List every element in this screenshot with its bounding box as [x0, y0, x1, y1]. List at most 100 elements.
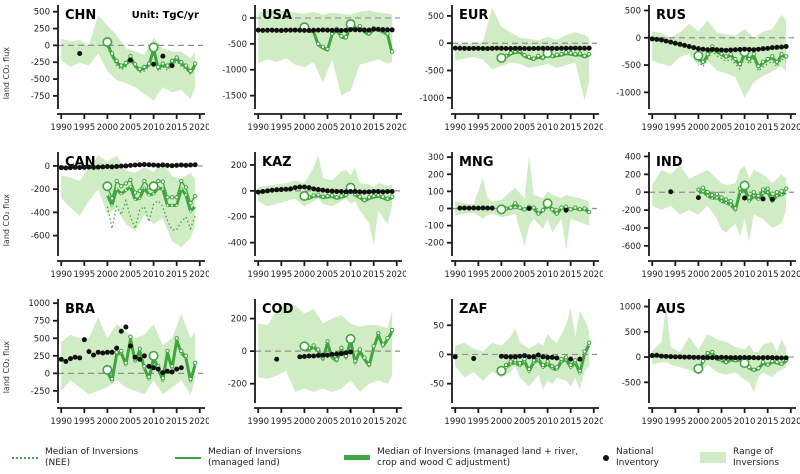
- svg-text:500: 500: [428, 12, 444, 22]
- thick-line-swatch-icon: [344, 455, 370, 460]
- svg-text:2020: 2020: [780, 270, 800, 280]
- svg-text:1995: 1995: [468, 123, 490, 133]
- svg-text:2010: 2010: [340, 123, 362, 133]
- svg-text:-500: -500: [228, 40, 247, 50]
- svg-text:2010: 2010: [734, 123, 756, 133]
- svg-text:0: 0: [45, 41, 50, 51]
- svg-text:750: 750: [34, 317, 50, 327]
- svg-text:1990: 1990: [247, 417, 269, 427]
- svg-text:2015: 2015: [363, 270, 385, 280]
- svg-text:2005: 2005: [711, 123, 733, 133]
- svg-text:2005: 2005: [514, 417, 536, 427]
- svg-text:1995: 1995: [74, 417, 96, 427]
- svg-text:-250: -250: [31, 387, 50, 397]
- svg-text:2005: 2005: [317, 270, 339, 280]
- svg-text:1990: 1990: [641, 417, 663, 427]
- svg-text:1995: 1995: [271, 123, 293, 133]
- svg-text:RUS: RUS: [656, 8, 686, 23]
- svg-text:200: 200: [428, 170, 444, 180]
- svg-text:1995: 1995: [468, 417, 490, 427]
- svg-text:2020: 2020: [386, 270, 406, 280]
- svg-text:-250: -250: [31, 58, 50, 68]
- svg-text:-500: -500: [425, 67, 444, 77]
- legend-label: Median of Inversions (managed land): [208, 447, 302, 468]
- svg-text:0: 0: [242, 187, 247, 197]
- svg-text:0: 0: [439, 204, 444, 214]
- svg-text:2005: 2005: [711, 417, 733, 427]
- svg-text:500: 500: [625, 6, 641, 16]
- svg-text:250: 250: [34, 352, 50, 362]
- svg-text:2020: 2020: [189, 123, 209, 133]
- chart-row-3: land CO₂ flux 1000 750 500 250 0 -250 1990 1995…: [0, 294, 800, 441]
- legend-item-range: Range of Inversions: [700, 447, 800, 468]
- svg-text:2020: 2020: [780, 417, 800, 427]
- legend-item-inventory: National Inventory: [603, 447, 682, 468]
- svg-text:-200: -200: [425, 239, 444, 249]
- svg-text:300: 300: [428, 153, 444, 163]
- dotted-line-swatch-icon: [12, 456, 38, 459]
- svg-text:2000: 2000: [491, 123, 513, 133]
- svg-text:500: 500: [625, 328, 641, 338]
- svg-text:0: 0: [45, 162, 50, 172]
- svg-text:1000: 1000: [619, 303, 641, 313]
- svg-text:2015: 2015: [560, 123, 582, 133]
- svg-text:2020: 2020: [189, 270, 209, 280]
- svg-text:1990: 1990: [50, 417, 72, 427]
- svg-text:2010: 2010: [143, 417, 165, 427]
- svg-text:-100: -100: [425, 222, 444, 232]
- svg-text:-400: -400: [622, 224, 641, 234]
- svg-text:2015: 2015: [757, 123, 779, 133]
- y-axis-label: land CO₂ flux: [1, 341, 11, 394]
- svg-text:-600: -600: [622, 242, 641, 252]
- svg-text:MNG: MNG: [459, 155, 494, 170]
- svg-text:250: 250: [34, 25, 50, 35]
- svg-text:-200: -200: [228, 380, 247, 390]
- chart-row-1: land CO₂ flux 500 250 0 -250 -500 -750 1990 199…: [0, 0, 800, 147]
- svg-text:1995: 1995: [74, 123, 96, 133]
- svg-text:2005: 2005: [120, 417, 142, 427]
- svg-text:1995: 1995: [665, 270, 687, 280]
- svg-text:2015: 2015: [166, 123, 188, 133]
- svg-text:2020: 2020: [189, 417, 209, 427]
- svg-text:2015: 2015: [166, 270, 188, 280]
- svg-text:1995: 1995: [271, 417, 293, 427]
- svg-text:0: 0: [242, 14, 247, 24]
- svg-text:200: 200: [231, 161, 247, 171]
- svg-text:1995: 1995: [271, 270, 293, 280]
- svg-text:BRA: BRA: [65, 302, 95, 317]
- legend-item-adjusted: Median of Inversions (managed land + riv…: [344, 447, 585, 468]
- svg-text:-500: -500: [31, 75, 50, 85]
- svg-text:2005: 2005: [514, 123, 536, 133]
- svg-text:2005: 2005: [514, 270, 536, 280]
- svg-text:-1000: -1000: [222, 66, 247, 76]
- chart-panel-zaf: 50 0 -50 1990 1995 2000 2005 2010 2015 2020 ZAF: [430, 299, 603, 427]
- svg-text:2015: 2015: [560, 270, 582, 280]
- svg-text:1990: 1990: [444, 417, 466, 427]
- svg-text:EUR: EUR: [459, 8, 488, 23]
- legend-label: Median of Inversions (managed land + riv…: [377, 447, 579, 468]
- y-axis-label: land CO₂ flux: [1, 47, 11, 100]
- svg-text:2010: 2010: [340, 270, 362, 280]
- svg-text:200: 200: [231, 315, 247, 325]
- svg-text:AUS: AUS: [656, 302, 686, 317]
- svg-text:-200: -200: [622, 206, 641, 216]
- svg-text:2010: 2010: [537, 417, 559, 427]
- chart-row-2: land CO₂ flux 0 -200 -400 -600 1990 1995 2000 2…: [0, 147, 800, 294]
- svg-text:2015: 2015: [166, 417, 188, 427]
- svg-text:2020: 2020: [583, 417, 603, 427]
- svg-text:-1000: -1000: [419, 94, 444, 104]
- svg-text:2020: 2020: [386, 417, 406, 427]
- y-axis-label: land CO₂ flux: [1, 194, 11, 247]
- svg-text:2010: 2010: [340, 417, 362, 427]
- svg-text:2000: 2000: [491, 417, 513, 427]
- svg-text:1990: 1990: [50, 270, 72, 280]
- svg-text:IND: IND: [656, 155, 683, 170]
- svg-text:500: 500: [34, 8, 50, 18]
- svg-text:2020: 2020: [583, 270, 603, 280]
- svg-text:2000: 2000: [688, 417, 710, 427]
- svg-text:2020: 2020: [583, 123, 603, 133]
